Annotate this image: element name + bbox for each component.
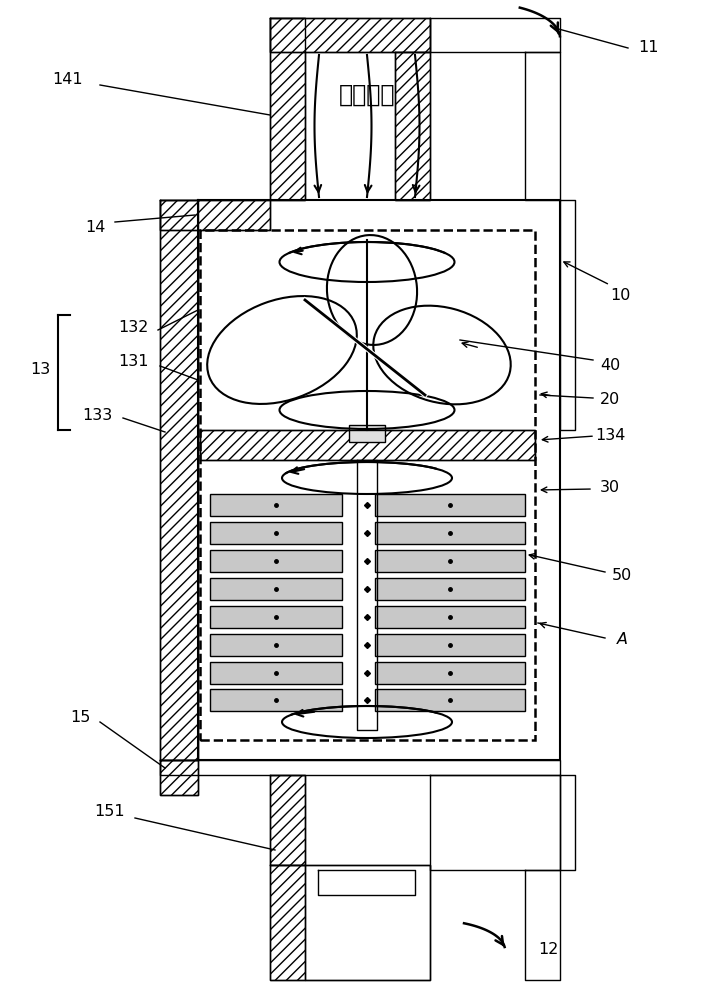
Bar (375, 634, 525, 656)
Bar (210, 550, 342, 572)
Text: 液体流向: 液体流向 (338, 83, 396, 107)
Text: 133: 133 (82, 408, 112, 422)
Bar (375, 606, 525, 628)
Text: 15: 15 (70, 710, 90, 726)
Bar (270, 865, 305, 980)
Bar (210, 689, 342, 711)
Text: 11: 11 (638, 40, 658, 55)
Text: 50: 50 (612, 568, 632, 582)
Text: 30: 30 (600, 481, 620, 495)
Text: A: A (616, 633, 627, 648)
Bar (270, 18, 305, 200)
Bar (160, 200, 270, 230)
Text: 14: 14 (85, 221, 105, 235)
Bar (200, 430, 535, 460)
Bar (270, 775, 305, 865)
Bar (210, 578, 342, 600)
Bar (210, 494, 342, 516)
Bar (210, 662, 342, 684)
Bar (375, 494, 525, 516)
Text: 10: 10 (610, 288, 630, 302)
Text: 40: 40 (600, 358, 620, 372)
Text: 132: 132 (118, 320, 148, 336)
Bar (349, 425, 385, 442)
Bar (210, 522, 342, 544)
Bar (375, 522, 525, 544)
Bar (375, 689, 525, 711)
Bar (270, 18, 430, 52)
Bar (395, 52, 430, 200)
Bar (375, 662, 525, 684)
Text: 151: 151 (94, 804, 125, 820)
Bar (210, 634, 342, 656)
Bar (160, 200, 198, 760)
Bar (375, 550, 525, 572)
Text: 131: 131 (118, 355, 148, 369)
Bar (200, 230, 535, 740)
Bar (210, 606, 342, 628)
Bar (375, 578, 525, 600)
Text: 141: 141 (53, 73, 83, 88)
Text: 20: 20 (600, 392, 620, 408)
Bar (160, 760, 198, 795)
Text: 134: 134 (595, 428, 625, 442)
Text: 13: 13 (30, 362, 50, 377)
Text: 12: 12 (538, 942, 558, 958)
